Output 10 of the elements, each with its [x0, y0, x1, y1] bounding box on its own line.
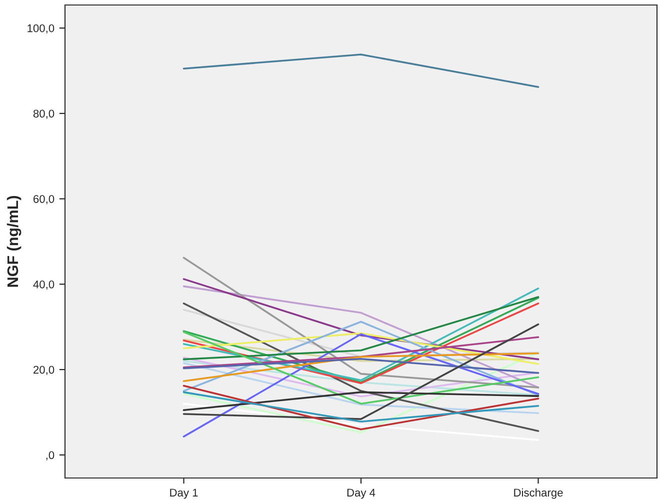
y-tick-label: ,0 — [46, 451, 54, 460]
y-tick-label: 20,0 — [34, 366, 54, 376]
y-tick-label: 100,0 — [28, 24, 54, 34]
x-tick-label: Day 1 — [170, 488, 198, 499]
y-tick-label: 40,0 — [33, 280, 54, 290]
x-tick-label: Discharge — [514, 488, 563, 499]
y-tick-label: 60,0 — [34, 195, 54, 204]
x-tick-label: Day 4 — [347, 488, 376, 499]
y-tick-label: 80,0 — [33, 110, 54, 119]
y-axis-title: NGF (ng/mL) — [6, 196, 22, 287]
